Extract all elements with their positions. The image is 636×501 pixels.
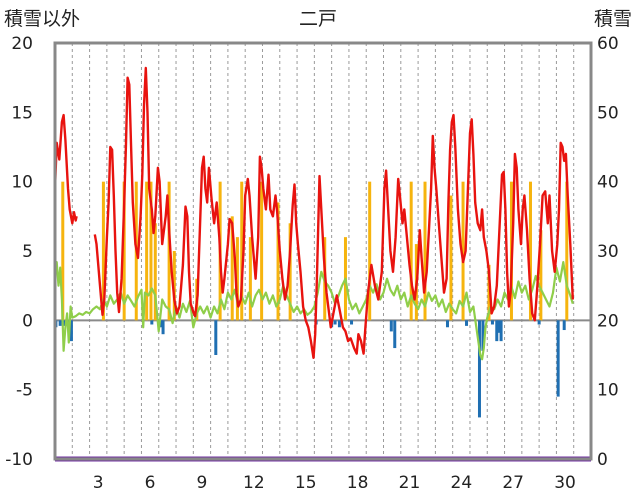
precipitation-bar-8: [214, 320, 218, 355]
sunshine-bar-1: [101, 181, 105, 321]
sunshine-bar-29: [539, 230, 543, 321]
precipitation-bar-19: [481, 320, 485, 351]
precipitation-bar-5: [150, 320, 154, 325]
sunshine-bar-21: [409, 181, 413, 321]
right-axis-label: 積雪: [594, 8, 632, 30]
sunshine-bar-4: [145, 181, 149, 321]
precipitation-bar-24: [537, 320, 541, 325]
left-tick-label: 20: [11, 34, 33, 54]
left-tick-label: -5: [16, 381, 33, 401]
precipitation-bar-6: [159, 320, 163, 328]
sunshine-bar-30: [565, 181, 569, 321]
right-tick-label: 40: [597, 173, 619, 193]
precipitation-bar-12: [337, 320, 341, 328]
right-tick-label: 10: [597, 381, 619, 401]
sunshine-bar-13: [240, 181, 244, 321]
precipitation-bar-18: [477, 320, 481, 418]
sunshine-bar-28: [528, 181, 532, 321]
sunshine-bar-0: [61, 181, 65, 321]
x-tick-label: 21: [399, 473, 421, 493]
precipitation-bar-26: [562, 320, 566, 331]
sunshine-bar-25: [461, 181, 465, 321]
left-tick-label: 10: [11, 173, 33, 193]
chart-title: 二戸: [299, 8, 337, 30]
axes: -10 -5 0 5 10 15 20 0 10 20 30 40 50 60 3 6 9 12 15 18 21 24 2…: [5, 34, 618, 493]
plot-frame: [53, 41, 593, 461]
x-tick-label: 6: [145, 473, 156, 493]
sunshine-bar-7: [167, 181, 171, 321]
sunshine-bar-26: [487, 264, 491, 321]
sunshine-bar-8: [172, 251, 176, 321]
precipitation-bar-4: [69, 320, 73, 342]
left-tick-label: 15: [11, 103, 33, 123]
sunshine-bar-24: [449, 195, 453, 321]
sunshine-bar-15: [260, 181, 264, 321]
precipitation-bar-11: [333, 320, 337, 325]
x-tick-label: 9: [197, 473, 208, 493]
precipitation-bar-16: [445, 320, 449, 328]
left-axis-label: 積雪以外: [4, 8, 80, 30]
right-tick-label: 50: [597, 103, 619, 123]
sunshine-bar-2: [122, 181, 126, 321]
precipitation-bar-15: [393, 320, 397, 349]
right-tick-label: 60: [597, 34, 619, 54]
right-tick-label: 30: [597, 242, 619, 262]
precipitation-bar-17: [465, 320, 469, 326]
x-tick-label: 27: [502, 473, 524, 493]
sunshine-bar-14: [248, 237, 252, 321]
precipitation-bar-13: [350, 320, 354, 325]
x-tick-label: 18: [347, 473, 369, 493]
precipitation-bar-23: [499, 320, 503, 342]
precipitation-bar-14: [389, 320, 393, 332]
x-tick-label: 30: [554, 473, 576, 493]
sunshine-bar-6: [153, 223, 157, 321]
temperature-line: [53, 66, 574, 359]
precipitation-bar-22: [496, 320, 500, 333]
precipitation-bar-25: [556, 320, 560, 397]
x-tick-label: 15: [295, 473, 317, 493]
sunshine-bar-23: [423, 181, 427, 321]
sunshine-bar-20: [368, 181, 372, 321]
precipitation-bar-7: [161, 320, 165, 335]
precipitation-bar-1: [58, 320, 62, 326]
sunshine-bar-16: [276, 202, 280, 321]
precipitation-bar-20: [490, 320, 494, 325]
left-tick-label: -10: [5, 450, 33, 470]
right-tick-label: 0: [597, 450, 608, 470]
sunshine-bar-12: [235, 237, 239, 321]
x-tick-label: 12: [243, 473, 265, 493]
left-tick-label: 5: [22, 242, 33, 262]
precipitation-bar-21: [495, 320, 499, 342]
sunshine-bar-5: [149, 181, 153, 321]
x-tick-label: 24: [451, 473, 473, 493]
right-tick-label: 20: [597, 311, 619, 331]
precipitation-bar-2: [63, 320, 67, 326]
sunshine-bar-11: [230, 216, 234, 321]
left-tick-label: 0: [22, 311, 33, 331]
sunshine-bar-17: [288, 223, 292, 321]
x-tick-label: 3: [93, 473, 104, 493]
wind-line: [53, 261, 574, 361]
